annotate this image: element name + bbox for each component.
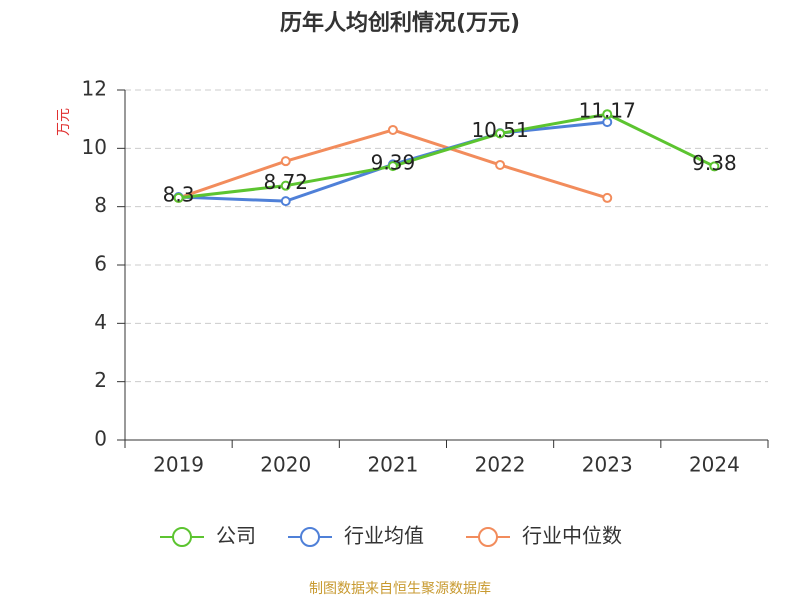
x-tick-label: 2022 [475,453,526,477]
point [387,161,398,172]
series-line [178,112,716,200]
y-tick-label: 2 [94,368,107,392]
y-tick-label: 4 [94,310,107,334]
x-tick-label: 2019 [153,453,204,477]
point [495,159,506,170]
data-label: 8.3 [163,182,195,206]
legend-label: 行业均值 [344,524,424,548]
point [280,196,291,207]
y-tick-label: 6 [94,252,107,276]
legend-label: 公司 [216,524,256,548]
y-axis-label: 万元 [56,108,72,136]
chart-title: 历年人均创利情况(万元) [280,10,520,36]
legend-label: 行业中位数 [522,524,622,548]
point [602,109,613,120]
data-label: 10.51 [471,118,528,142]
point [173,192,184,203]
y-tick-label: 10 [82,135,107,159]
point [495,128,506,139]
legend-marker [300,527,320,547]
data-label: 9.39 [371,151,416,175]
y-tick-label: 8 [94,193,107,217]
source-note: 制图数据来自恒生聚源数据库 [309,581,491,597]
point [602,192,613,203]
legend-marker [172,527,192,547]
data-label: 8.72 [263,170,308,194]
point [280,180,291,191]
point [280,156,291,167]
x-tick-label: 2024 [689,453,740,477]
y-tick-label: 0 [94,427,107,451]
legend-marker [478,527,498,547]
x-tick-label: 2021 [367,453,418,477]
data-label: 9.38 [692,151,737,175]
x-tick-label: 2023 [582,453,633,477]
y-tick-label: 12 [82,77,107,101]
data-label: 11.17 [579,99,636,123]
point [387,124,398,135]
x-tick-label: 2020 [260,453,311,477]
point [709,161,720,172]
